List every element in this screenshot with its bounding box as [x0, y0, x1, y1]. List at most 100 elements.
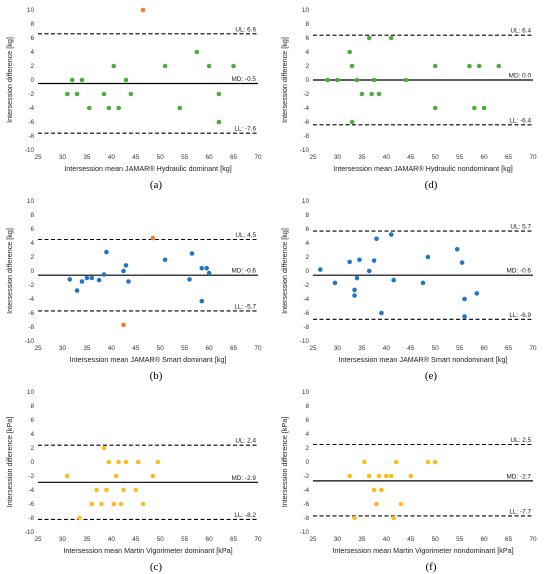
y-tick-label: 4 — [30, 49, 34, 56]
data-point — [391, 277, 396, 283]
data-point — [121, 322, 126, 328]
y-tick-label: 4 — [30, 431, 34, 438]
x-tick-label: 25 — [34, 154, 42, 161]
ul-label: UL: 6.4 — [510, 28, 531, 35]
panel-caption: (b) — [150, 370, 163, 382]
md-label: MD: -2.7 — [506, 473, 531, 480]
data-point — [347, 49, 352, 55]
x-tick-label: 65 — [505, 154, 513, 161]
y-tick-label: -4 — [28, 296, 34, 303]
panel-b: -10 -8 -6 -4 -2 0 2 4 6 8 10 25 30 35 40 45 50 55 60 65 70 In… — [0, 191, 275, 382]
data-point — [398, 501, 404, 507]
data-point — [77, 515, 82, 521]
ul-label: UL: 2.5 — [510, 437, 531, 444]
x-tick-label: 65 — [230, 536, 238, 543]
md-label: MD: 0.0 — [509, 73, 532, 80]
y-tick-label: 4 — [30, 240, 34, 247]
data-point — [379, 487, 384, 493]
x-tick-label: 60 — [481, 536, 489, 543]
panel-c: -10 -8 -6 -4 -2 0 2 4 6 8 10 25 30 35 40 45 50 55 60 65 70 In… — [0, 382, 275, 573]
data-point — [65, 473, 70, 479]
data-point — [347, 259, 352, 265]
data-point — [462, 314, 467, 319]
data-point — [459, 260, 465, 265]
md-label: MD: -0.6 — [231, 268, 256, 275]
y-tick-label: 8 — [30, 21, 34, 28]
x-tick-label: 30 — [334, 345, 342, 352]
chart-svg: -10 -8 -6 -4 -2 0 2 4 6 8 10 25 30 35 40 45 50 55 60 65 70 In… — [5, 198, 262, 382]
data-point — [99, 501, 104, 507]
data-point — [113, 473, 119, 479]
data-point — [206, 270, 212, 276]
x-tick-label: 35 — [83, 345, 91, 352]
data-point — [352, 293, 357, 298]
data-point — [96, 277, 102, 283]
y-tick-label: 6 — [30, 226, 34, 233]
data-point — [362, 459, 367, 465]
data-point — [366, 268, 372, 274]
x-tick-label: 25 — [34, 536, 42, 543]
ll-label: LL: -6.9 — [509, 312, 531, 319]
x-tick-label: 65 — [505, 345, 513, 352]
x-tick-label: 50 — [432, 536, 440, 543]
y-tick-label: 4 — [305, 49, 309, 56]
panel-e: -10 -8 -6 -4 -2 0 2 4 6 8 10 25 30 35 40 45 50 55 60 65 70 In… — [275, 191, 550, 382]
x-tick-label: 45 — [132, 536, 140, 543]
x-tick-label: 30 — [334, 536, 342, 543]
data-point — [318, 267, 323, 272]
y-tick-label: -10 — [300, 147, 310, 154]
y-tick-label: -2 — [303, 473, 309, 480]
x-axis-label: Intersession mean JAMAR® Smart dominant … — [70, 355, 227, 364]
data-point — [476, 63, 482, 69]
y-tick-label: 2 — [305, 445, 309, 452]
y-tick-label: 0 — [30, 459, 34, 466]
y-tick-label: 4 — [305, 431, 309, 438]
y-tick-label: -6 — [303, 119, 309, 126]
y-tick-label: -2 — [28, 91, 34, 98]
panel-caption: (f) — [426, 561, 437, 573]
x-tick-label: 60 — [206, 345, 214, 352]
panel-caption: (a) — [150, 179, 163, 191]
y-tick-label: -8 — [28, 515, 34, 522]
y-tick-label: 8 — [30, 212, 34, 219]
data-point — [79, 77, 85, 83]
y-axis-label: Intersession difference [kg] — [5, 228, 14, 314]
data-point — [432, 63, 438, 69]
x-tick-label: 55 — [181, 154, 189, 161]
y-tick-label: 2 — [30, 254, 34, 261]
x-tick-label: 50 — [432, 154, 440, 161]
y-tick-label: 10 — [27, 198, 35, 205]
ll-label: LL: -7.6 — [234, 126, 256, 133]
data-point — [87, 105, 92, 111]
data-point — [150, 473, 156, 479]
data-point — [472, 105, 477, 111]
data-point — [123, 77, 129, 83]
y-tick-label: 0 — [30, 77, 34, 84]
data-point — [121, 268, 126, 274]
data-point — [106, 105, 112, 111]
x-tick-label: 70 — [254, 154, 262, 161]
x-tick-label: 40 — [383, 154, 391, 161]
data-point — [74, 288, 80, 293]
y-tick-label: -10 — [25, 147, 35, 154]
data-point — [150, 235, 156, 241]
x-tick-label: 30 — [59, 345, 67, 352]
data-point — [126, 279, 131, 284]
data-point — [496, 63, 502, 69]
data-point — [177, 105, 183, 111]
x-tick-label: 65 — [230, 345, 238, 352]
y-tick-label: 10 — [27, 389, 35, 396]
md-label: MD: -2.9 — [231, 475, 256, 482]
ul-label: UL: 6.6 — [235, 26, 256, 33]
data-point — [388, 473, 394, 479]
y-tick-label: 6 — [305, 417, 309, 424]
data-point — [116, 459, 121, 465]
data-point — [231, 63, 236, 69]
y-tick-label: 10 — [302, 198, 310, 205]
x-tick-label: 50 — [157, 345, 165, 352]
x-tick-label: 40 — [108, 154, 116, 161]
y-tick-label: -10 — [300, 529, 310, 536]
x-tick-label: 30 — [59, 154, 67, 161]
y-tick-label: -6 — [28, 119, 34, 126]
y-tick-label: -8 — [28, 133, 34, 140]
